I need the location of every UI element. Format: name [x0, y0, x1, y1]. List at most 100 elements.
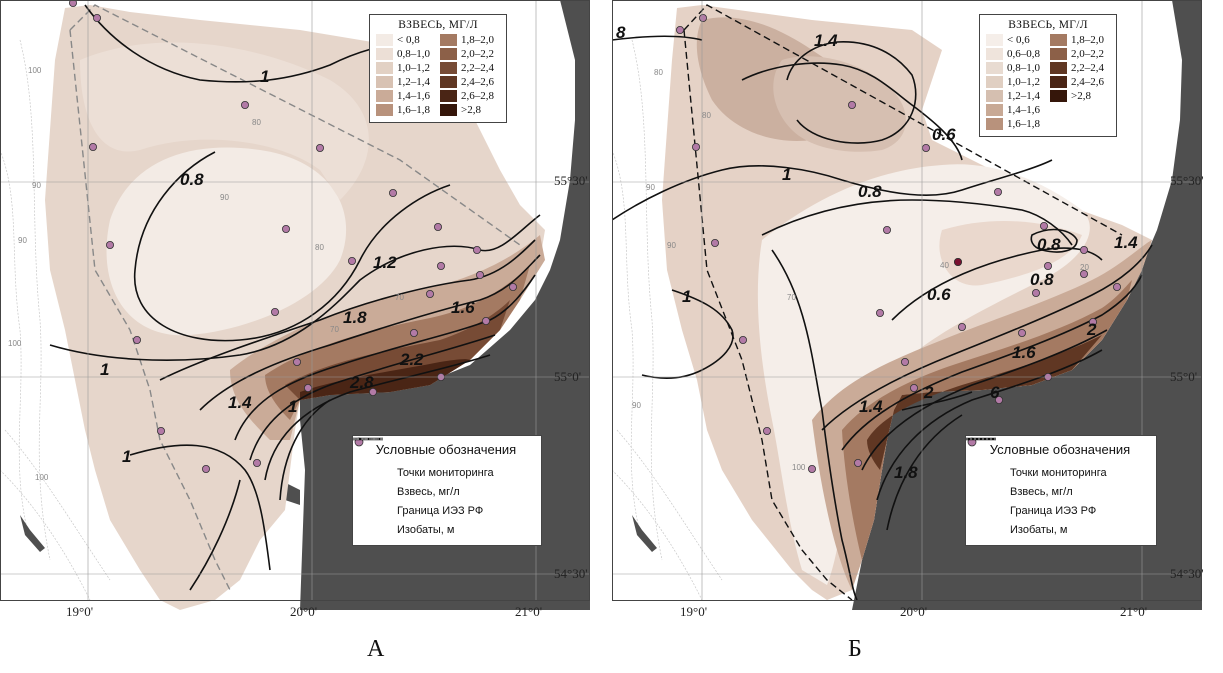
svg-text:90: 90 [667, 241, 676, 250]
legend-label: Точки мониторинга [1010, 466, 1107, 479]
legend-label: 1,4–1,6 [397, 90, 430, 102]
legend-label: 1,8–2,0 [1071, 34, 1104, 46]
dotted-line-icon [966, 438, 1006, 536]
legend-title: ВЗВЕСЬ, МГ/Л [398, 19, 478, 31]
contour-label: 1 [682, 287, 691, 306]
lon-tick: 20°0' [900, 604, 928, 619]
contour-label: 1.4 [228, 393, 252, 412]
contour-label: 1 [288, 397, 297, 416]
contour-label: 1.4 [814, 31, 838, 50]
contour-label: 8 [616, 23, 626, 42]
svg-text:80: 80 [702, 111, 711, 120]
contour-label: 1.6 [451, 298, 475, 317]
svg-text:70: 70 [787, 293, 796, 302]
contour-label: 0.8 [1030, 270, 1054, 289]
svg-text:80: 80 [252, 118, 261, 127]
contour-label: 0.8 [858, 182, 882, 201]
legend-label: Изобаты, м [1010, 523, 1068, 536]
svg-text:70: 70 [330, 325, 339, 334]
contour-labels-b: 8 1.4 0.6 1 0.8 0.8 0.8 0.6 1.4 2 1.6 2 … [616, 23, 1138, 482]
contour-label: 2 [1086, 320, 1097, 339]
point-icon [967, 437, 1006, 479]
lat-tick: 55°30' [554, 173, 588, 188]
isobath-labels-b: 80 90 80 90 70 100 40 20 90 [632, 68, 1089, 472]
legend-item: < 0,6 [986, 34, 1046, 46]
lat-tick: 55°0' [554, 369, 582, 384]
contour-label: 1.6 [1012, 343, 1036, 362]
legend-label: < 0,6 [1007, 34, 1030, 46]
legend-item: 1,2–1,4 [376, 76, 436, 88]
symbol-legend-a: Условные обозначения Точки мониторинга В… [352, 435, 542, 546]
legend-label: Изобаты, м [397, 523, 455, 536]
legend-row-boundary: Граница ИЭЗ РФ [353, 438, 531, 520]
legend-swatch [986, 62, 1003, 74]
legend-item: 1,4–1,6 [986, 104, 1046, 116]
legend-label: 1,0–1,2 [397, 62, 430, 74]
legend-item: 1,6–1,8 [376, 104, 436, 116]
svg-text:90: 90 [632, 401, 641, 410]
legend-swatch [376, 90, 393, 102]
contour-label: 0.8 [1037, 235, 1061, 254]
caption-a: А [367, 636, 385, 662]
legend-label: 1,0–1,2 [1007, 76, 1040, 88]
legend-row-boundary: Граница ИЭЗ РФ [966, 438, 1146, 520]
lat-tick: 54°30' [554, 566, 588, 581]
legend-row-points: Точки мониторинга [354, 437, 531, 482]
legend-swatch [986, 48, 1003, 60]
legend-swatch [440, 104, 457, 116]
legend-swatch [1050, 90, 1067, 102]
contour-label: 1.2 [373, 253, 397, 272]
legend-item: 2,2–2,4 [1050, 62, 1110, 74]
svg-text:40: 40 [940, 261, 949, 270]
contour-labels-a: 1 0.8 1.2 1.6 1.8 2.2 2.8 1.4 1 1 1 [100, 67, 475, 466]
legend-swatch [1050, 34, 1067, 46]
lon-tick: 19°0' [66, 604, 94, 619]
legend-label: 1,6–1,8 [1007, 118, 1040, 130]
point-icon [354, 437, 393, 479]
contour-label: 1.8 [894, 463, 918, 482]
legend-label: < 0,8 [397, 34, 420, 46]
legend-swatch [440, 34, 457, 46]
contour-label: 0.8 [180, 170, 204, 189]
legend-label: Взвесь, мг/л [397, 485, 460, 498]
lon-tick: 21°0' [1120, 604, 1148, 619]
legend-item: 2,0–2,2 [1050, 48, 1110, 60]
dashed-line-icon [966, 438, 1006, 517]
contour-label: 1 [122, 447, 131, 466]
svg-text:70: 70 [395, 293, 404, 302]
legend-swatch [440, 76, 457, 88]
symbol-legend-title: Условные обозначения [989, 442, 1131, 457]
legend-label: 1,2–1,4 [1007, 90, 1040, 102]
symbol-legend-b: Условные обозначения Точки мониторинга В… [965, 435, 1157, 546]
legend-swatch [1050, 62, 1067, 74]
contours-b [612, 35, 1153, 601]
svg-text:80: 80 [654, 68, 663, 77]
legend-item: 2,4–2,6 [440, 76, 500, 88]
legend-label: Взвесь, мг/л [1010, 485, 1073, 498]
contour-label: 1 [260, 67, 269, 86]
eez-boundary-a [69, 4, 521, 591]
legend-item: 2,0–2,2 [440, 48, 500, 60]
legend-swatch [376, 76, 393, 88]
caption-b: Б [848, 636, 862, 662]
legend-item: 1,0–1,2 [986, 76, 1046, 88]
svg-text:90: 90 [646, 183, 655, 192]
contour-label: 2.8 [349, 373, 374, 392]
legend-item: 1,2–1,4 [986, 90, 1046, 102]
svg-text:90: 90 [220, 193, 229, 202]
solid-line-icon [966, 437, 1006, 498]
legend-item: 1,8–2,0 [1050, 34, 1110, 46]
contour-label: 0.6 [932, 125, 956, 144]
legend-swatch [440, 90, 457, 102]
svg-text:100: 100 [8, 339, 22, 348]
grid-b [612, 0, 1202, 600]
lat-tick: 54°30' [1170, 566, 1204, 581]
legend-label: 2,2–2,4 [461, 62, 494, 74]
legend-swatch [1050, 48, 1067, 60]
legend-label: 1,4–1,6 [1007, 104, 1040, 116]
legend-item: >2,8 [440, 104, 500, 116]
legend-item: < 0,8 [376, 34, 436, 46]
contour-label: 6 [990, 383, 1000, 402]
isobath-labels-a: 100 90 90 80 90 100 80 70 70 100 [8, 66, 404, 482]
map-panel-b: 8 1.4 0.6 1 0.8 0.8 0.8 0.6 1.4 2 1.6 2 … [612, 0, 1202, 610]
